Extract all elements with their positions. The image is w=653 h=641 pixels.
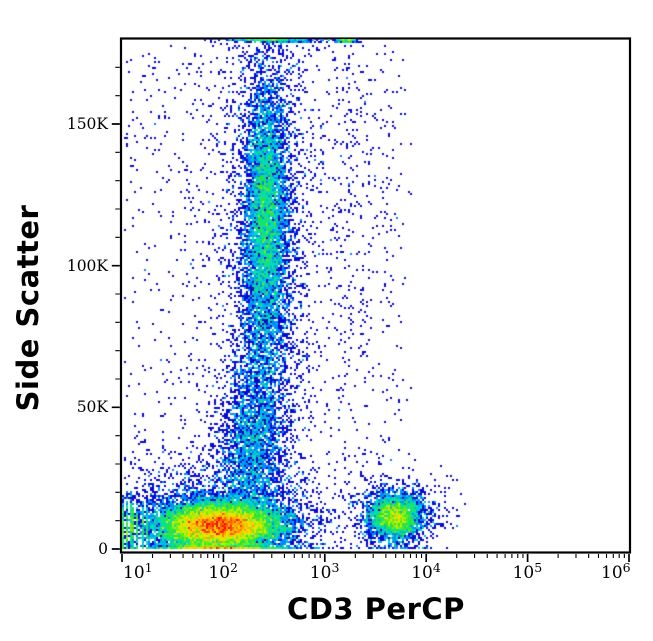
tick-marks <box>111 123 630 562</box>
x-tick-exponent: 4 <box>432 560 441 575</box>
x-tick-exponent: 5 <box>534 560 543 575</box>
x-tick-label-10e2: 102 <box>208 560 238 583</box>
y-tick-label-100K: 100K <box>66 256 108 275</box>
plot-border <box>119 37 632 554</box>
density-scatter-canvas <box>122 39 629 552</box>
x-tick-label-10e4: 104 <box>411 560 441 583</box>
y-tick-label-150K: 150K <box>66 115 108 133</box>
y-tick-label-0: 0 <box>98 540 108 558</box>
x-tick-exponent: 6 <box>622 560 631 575</box>
y-tick-label-50K: 50K <box>76 398 108 417</box>
y-axis-title: Side Scatter <box>11 204 45 412</box>
x-tick-label-10e6: 106 <box>601 560 631 583</box>
x-tick-exponent: 1 <box>144 560 153 575</box>
x-tick-label-10e5: 105 <box>512 560 543 583</box>
tick-marks <box>115 66 625 558</box>
x-tick-label-10e3: 103 <box>309 560 340 583</box>
x-axis-title: CD3 PerCP <box>287 592 465 626</box>
x-tick-exponent: 3 <box>331 560 340 575</box>
x-tick-label-10e1: 101 <box>123 560 153 583</box>
x-tick-exponent: 2 <box>230 560 238 575</box>
